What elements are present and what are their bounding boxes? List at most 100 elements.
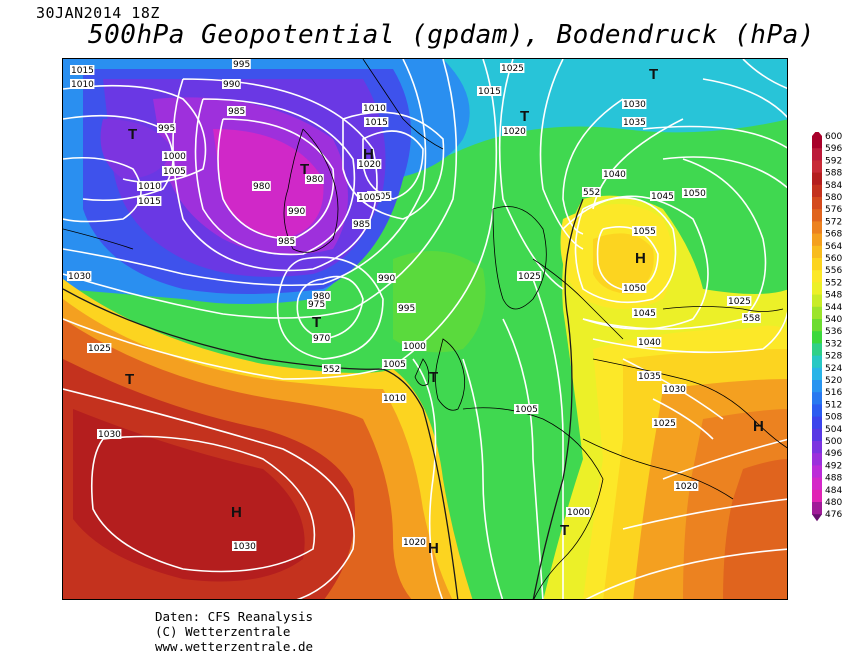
legend-swatch <box>812 221 822 235</box>
legend-tick-label: 576 <box>825 205 842 215</box>
legend-swatch <box>812 136 822 149</box>
isobar-label: 1015 <box>365 118 388 128</box>
isobar-label-bg <box>622 99 647 109</box>
isobar-label: 980 <box>306 175 323 185</box>
isobar-label: 995 <box>398 304 415 314</box>
isobar-label: 995 <box>233 60 250 70</box>
isobar-label: 1000 <box>163 152 186 162</box>
legend-tick-label: 588 <box>825 169 842 179</box>
legend-swatch <box>812 148 822 161</box>
low-marker: T <box>429 369 438 386</box>
isobar-label-bg <box>287 206 306 216</box>
isobar-label: 1025 <box>518 272 541 282</box>
legend-swatch <box>812 160 822 174</box>
legend-swatch <box>812 172 822 186</box>
isobar-label-bg <box>382 359 407 369</box>
isobar-label-bg <box>70 79 95 89</box>
isobar-label: 1045 <box>651 192 674 202</box>
copyright-label: (C) Wetterzentrale <box>155 624 291 639</box>
isobar-label-bg <box>632 308 657 318</box>
isobar-label-bg <box>312 291 331 301</box>
isobar-label: 970 <box>313 334 330 344</box>
high-marker: H <box>753 418 764 435</box>
isobar-label: 985 <box>353 220 370 230</box>
data-source-label: Daten: CFS Reanalysis <box>155 609 314 624</box>
isobar-label: 980 <box>253 182 270 192</box>
legend-swatch <box>812 453 822 466</box>
isobar-label: 1020 <box>675 482 698 492</box>
isobar-label: 1010 <box>383 394 406 404</box>
isobar-label-bg <box>157 123 176 133</box>
isobar-label-bg <box>312 333 331 343</box>
isobar-label: 1055 <box>633 227 656 237</box>
isobar-label: 1030 <box>98 430 121 440</box>
isobar-label-bg <box>357 192 382 202</box>
legend-swatch <box>812 209 822 222</box>
isobar-label: 995 <box>158 124 175 134</box>
isobar-label: 1050 <box>623 284 646 294</box>
isobar-label: 558 <box>743 314 760 324</box>
isobar-label: 1005 <box>383 360 406 370</box>
legend-swatch <box>812 294 822 308</box>
legend-swatch <box>812 380 822 393</box>
isobar-label: 1010 <box>71 80 94 90</box>
legend-tick-label: 600 <box>825 132 842 142</box>
legend-tick-label: 516 <box>825 388 842 398</box>
legend-swatch <box>812 489 822 503</box>
isobar-label: 1015 <box>71 66 94 76</box>
legend-swatch <box>812 367 822 381</box>
legend-tick-label: 584 <box>825 181 842 191</box>
legend-tick-label: 496 <box>825 449 842 459</box>
legend-swatch <box>812 428 822 442</box>
isobar-label-bg <box>500 63 525 73</box>
isobar-label: 1040 <box>638 338 661 348</box>
isobar-label-bg <box>352 219 371 229</box>
legend-tick-label: 544 <box>825 303 842 313</box>
isobar-label: 1025 <box>88 344 111 354</box>
isobar-label-bg <box>477 86 502 96</box>
legend-swatch <box>812 441 822 454</box>
low-marker: T <box>560 522 569 539</box>
isobar-label: 1030 <box>623 100 646 110</box>
color-legend: 600 596 592 588 584 580 576 572 568 564 560 556 552 5… <box>812 132 850 527</box>
isobar-label: 1020 <box>503 127 526 137</box>
isobar-label: 1045 <box>633 309 656 319</box>
legend-tick-label: 512 <box>825 400 842 410</box>
legend-tick-label: 500 <box>825 437 842 447</box>
isobar-label: 1040 <box>603 170 626 180</box>
legend-swatch <box>812 270 822 283</box>
isobar-label-bg <box>727 296 752 306</box>
isobar-label: 1025 <box>653 419 676 429</box>
legend-swatch <box>812 233 822 247</box>
legend-tick-label: 528 <box>825 352 842 362</box>
isobar-label-bg <box>637 337 662 347</box>
legend-swatch <box>812 331 822 344</box>
isobar-label: 1010 <box>363 104 386 114</box>
legend-swatch <box>812 184 822 198</box>
isobar-label: 552 <box>323 365 340 375</box>
isobar-label-bg <box>137 181 162 191</box>
legend-swatch <box>812 282 822 296</box>
legend-tick-label: 540 <box>825 315 842 325</box>
isobar-label-bg <box>402 341 427 351</box>
legend-tick-label: 480 <box>825 498 842 508</box>
legend-arrow-bottom <box>812 514 822 522</box>
page-title: 500hPa Geopotential (gpdam), Bodendruck … <box>88 20 815 50</box>
isobar-label: 990 <box>223 80 240 90</box>
isobar-label: 552 <box>583 188 600 198</box>
legend-tick-label: 504 <box>825 425 842 435</box>
isobar-label-bg <box>622 117 647 127</box>
isobar-label-bg <box>397 303 416 313</box>
source-credits: Daten: CFS Reanalysis (C) Wetterzentrale… <box>155 609 313 654</box>
isobar-label: 1025 <box>728 297 751 307</box>
isobar-label-bg <box>502 126 527 136</box>
isobar-label-bg <box>602 169 627 179</box>
legend-tick-label: 556 <box>825 266 842 276</box>
legend-swatch <box>812 477 822 491</box>
isobar-label-bg <box>582 187 601 197</box>
legend-swatch <box>812 197 822 210</box>
isobar-label: 1030 <box>233 542 256 552</box>
isobar-label-bg <box>517 271 542 281</box>
isobar-label: 985 <box>228 107 245 117</box>
high-marker: H <box>428 540 439 557</box>
